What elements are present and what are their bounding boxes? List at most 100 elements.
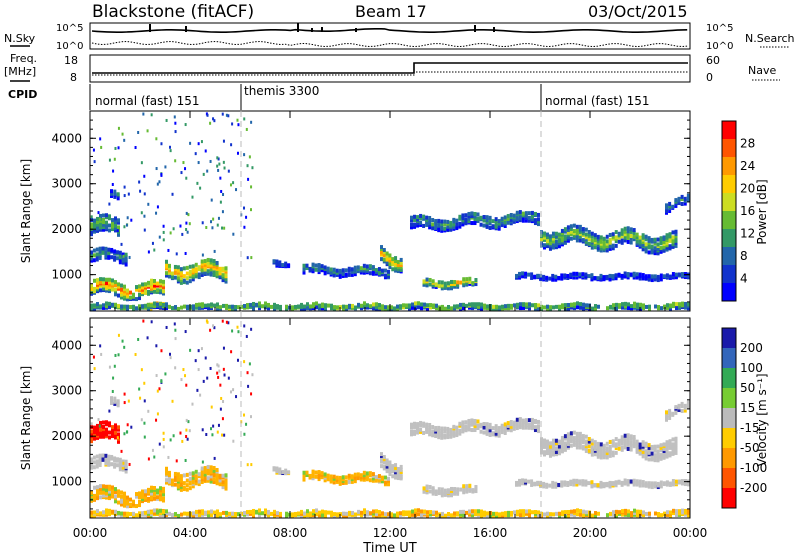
velocity-cell bbox=[644, 481, 648, 486]
velocity-cell bbox=[399, 469, 403, 474]
power-cell bbox=[440, 224, 444, 229]
power-cell bbox=[276, 304, 279, 309]
velocity-cell bbox=[116, 399, 120, 404]
power-cell bbox=[329, 267, 333, 272]
velocity-cell bbox=[449, 430, 453, 435]
power-cell bbox=[249, 302, 252, 307]
velocity-cell bbox=[410, 432, 413, 437]
velocity-cell bbox=[341, 475, 345, 480]
power-cell bbox=[165, 302, 168, 307]
power-cell bbox=[530, 275, 534, 280]
velocity-cell bbox=[573, 509, 576, 514]
velocity-cell bbox=[662, 446, 666, 451]
velocity-cell bbox=[417, 508, 420, 513]
velocity-cell bbox=[194, 478, 198, 483]
power-cell bbox=[221, 278, 225, 283]
colorbar-tick: 200 bbox=[740, 341, 763, 355]
power-cell bbox=[381, 304, 384, 309]
velocity-cell bbox=[143, 435, 146, 439]
velocity-cell bbox=[653, 481, 657, 486]
velocity-cell bbox=[647, 481, 651, 486]
velocity-cell bbox=[626, 438, 630, 443]
velocity-cell bbox=[394, 468, 398, 473]
power-cell bbox=[216, 304, 219, 309]
power-cell bbox=[222, 160, 225, 164]
power-cell bbox=[209, 267, 213, 272]
power-cell bbox=[575, 238, 579, 243]
velocity-cell bbox=[116, 403, 120, 408]
power-cell bbox=[162, 279, 165, 284]
velocity-cell bbox=[495, 511, 498, 516]
velocity-cell bbox=[624, 511, 627, 516]
power-cell bbox=[513, 303, 516, 308]
velocity-cell bbox=[480, 513, 483, 518]
velocity-cell bbox=[626, 433, 630, 438]
power-cell bbox=[311, 267, 315, 272]
power-cell bbox=[150, 303, 153, 308]
velocity-cell bbox=[677, 403, 681, 408]
power-cell bbox=[351, 303, 354, 308]
power-cell bbox=[471, 306, 474, 311]
velocity-cell bbox=[465, 484, 469, 489]
power-cell bbox=[641, 240, 645, 245]
power-cell bbox=[116, 192, 120, 197]
power-cell bbox=[387, 305, 390, 310]
velocity-cell bbox=[383, 475, 387, 480]
velocity-cell bbox=[572, 438, 576, 443]
velocity-cell bbox=[185, 483, 189, 488]
power-cell bbox=[120, 287, 123, 292]
power-cell bbox=[431, 283, 435, 288]
power-cell bbox=[590, 245, 594, 250]
power-cell bbox=[385, 257, 389, 262]
velocity-cell bbox=[347, 475, 351, 480]
power-cell bbox=[545, 241, 549, 246]
power-cell bbox=[200, 140, 203, 144]
power-cell bbox=[141, 282, 144, 287]
ytick-label: 1000 bbox=[51, 268, 82, 282]
power-cell bbox=[563, 234, 567, 239]
velocity-cell bbox=[359, 475, 363, 480]
power-cell bbox=[464, 213, 468, 218]
velocity-cell bbox=[584, 479, 588, 484]
power-cell bbox=[435, 306, 438, 311]
velocity-cell bbox=[519, 509, 522, 514]
velocity-cell bbox=[440, 429, 444, 434]
power-cell bbox=[388, 261, 392, 266]
velocity-cell bbox=[378, 512, 381, 517]
velocity-cell bbox=[462, 488, 466, 493]
velocity-cell bbox=[668, 445, 672, 450]
power-cell bbox=[593, 233, 597, 238]
velocity-cell bbox=[636, 509, 639, 514]
power-cell bbox=[212, 270, 216, 275]
power-cell bbox=[641, 273, 645, 278]
velocity-cell bbox=[540, 446, 543, 451]
power-cell bbox=[596, 276, 600, 281]
velocity-cell bbox=[113, 401, 117, 406]
power-cell bbox=[341, 268, 345, 273]
velocity-cell bbox=[572, 478, 576, 483]
power-cell bbox=[521, 274, 525, 279]
power-cell bbox=[90, 250, 93, 255]
velocity-cell bbox=[519, 513, 522, 518]
power-cell bbox=[96, 282, 99, 287]
power-cell bbox=[419, 222, 423, 227]
colorbar-swatch bbox=[722, 428, 736, 449]
velocity-cell bbox=[338, 475, 342, 480]
power-cell bbox=[105, 215, 108, 220]
velocity-cell bbox=[207, 513, 210, 518]
velocity-cell bbox=[104, 453, 108, 458]
velocity-cell bbox=[98, 463, 102, 468]
velocity-cell bbox=[456, 511, 459, 516]
velocity-cell bbox=[105, 511, 108, 516]
velocity-cell bbox=[92, 455, 96, 460]
velocity-cell bbox=[441, 511, 444, 516]
velocity-cell bbox=[114, 490, 117, 495]
velocity-cell bbox=[494, 428, 498, 433]
velocity-cell bbox=[584, 442, 588, 447]
power-cell bbox=[557, 237, 561, 242]
power-cell bbox=[671, 238, 675, 243]
velocity-cell bbox=[138, 503, 141, 508]
velocity-cell bbox=[687, 509, 690, 514]
power-cell bbox=[126, 304, 129, 309]
